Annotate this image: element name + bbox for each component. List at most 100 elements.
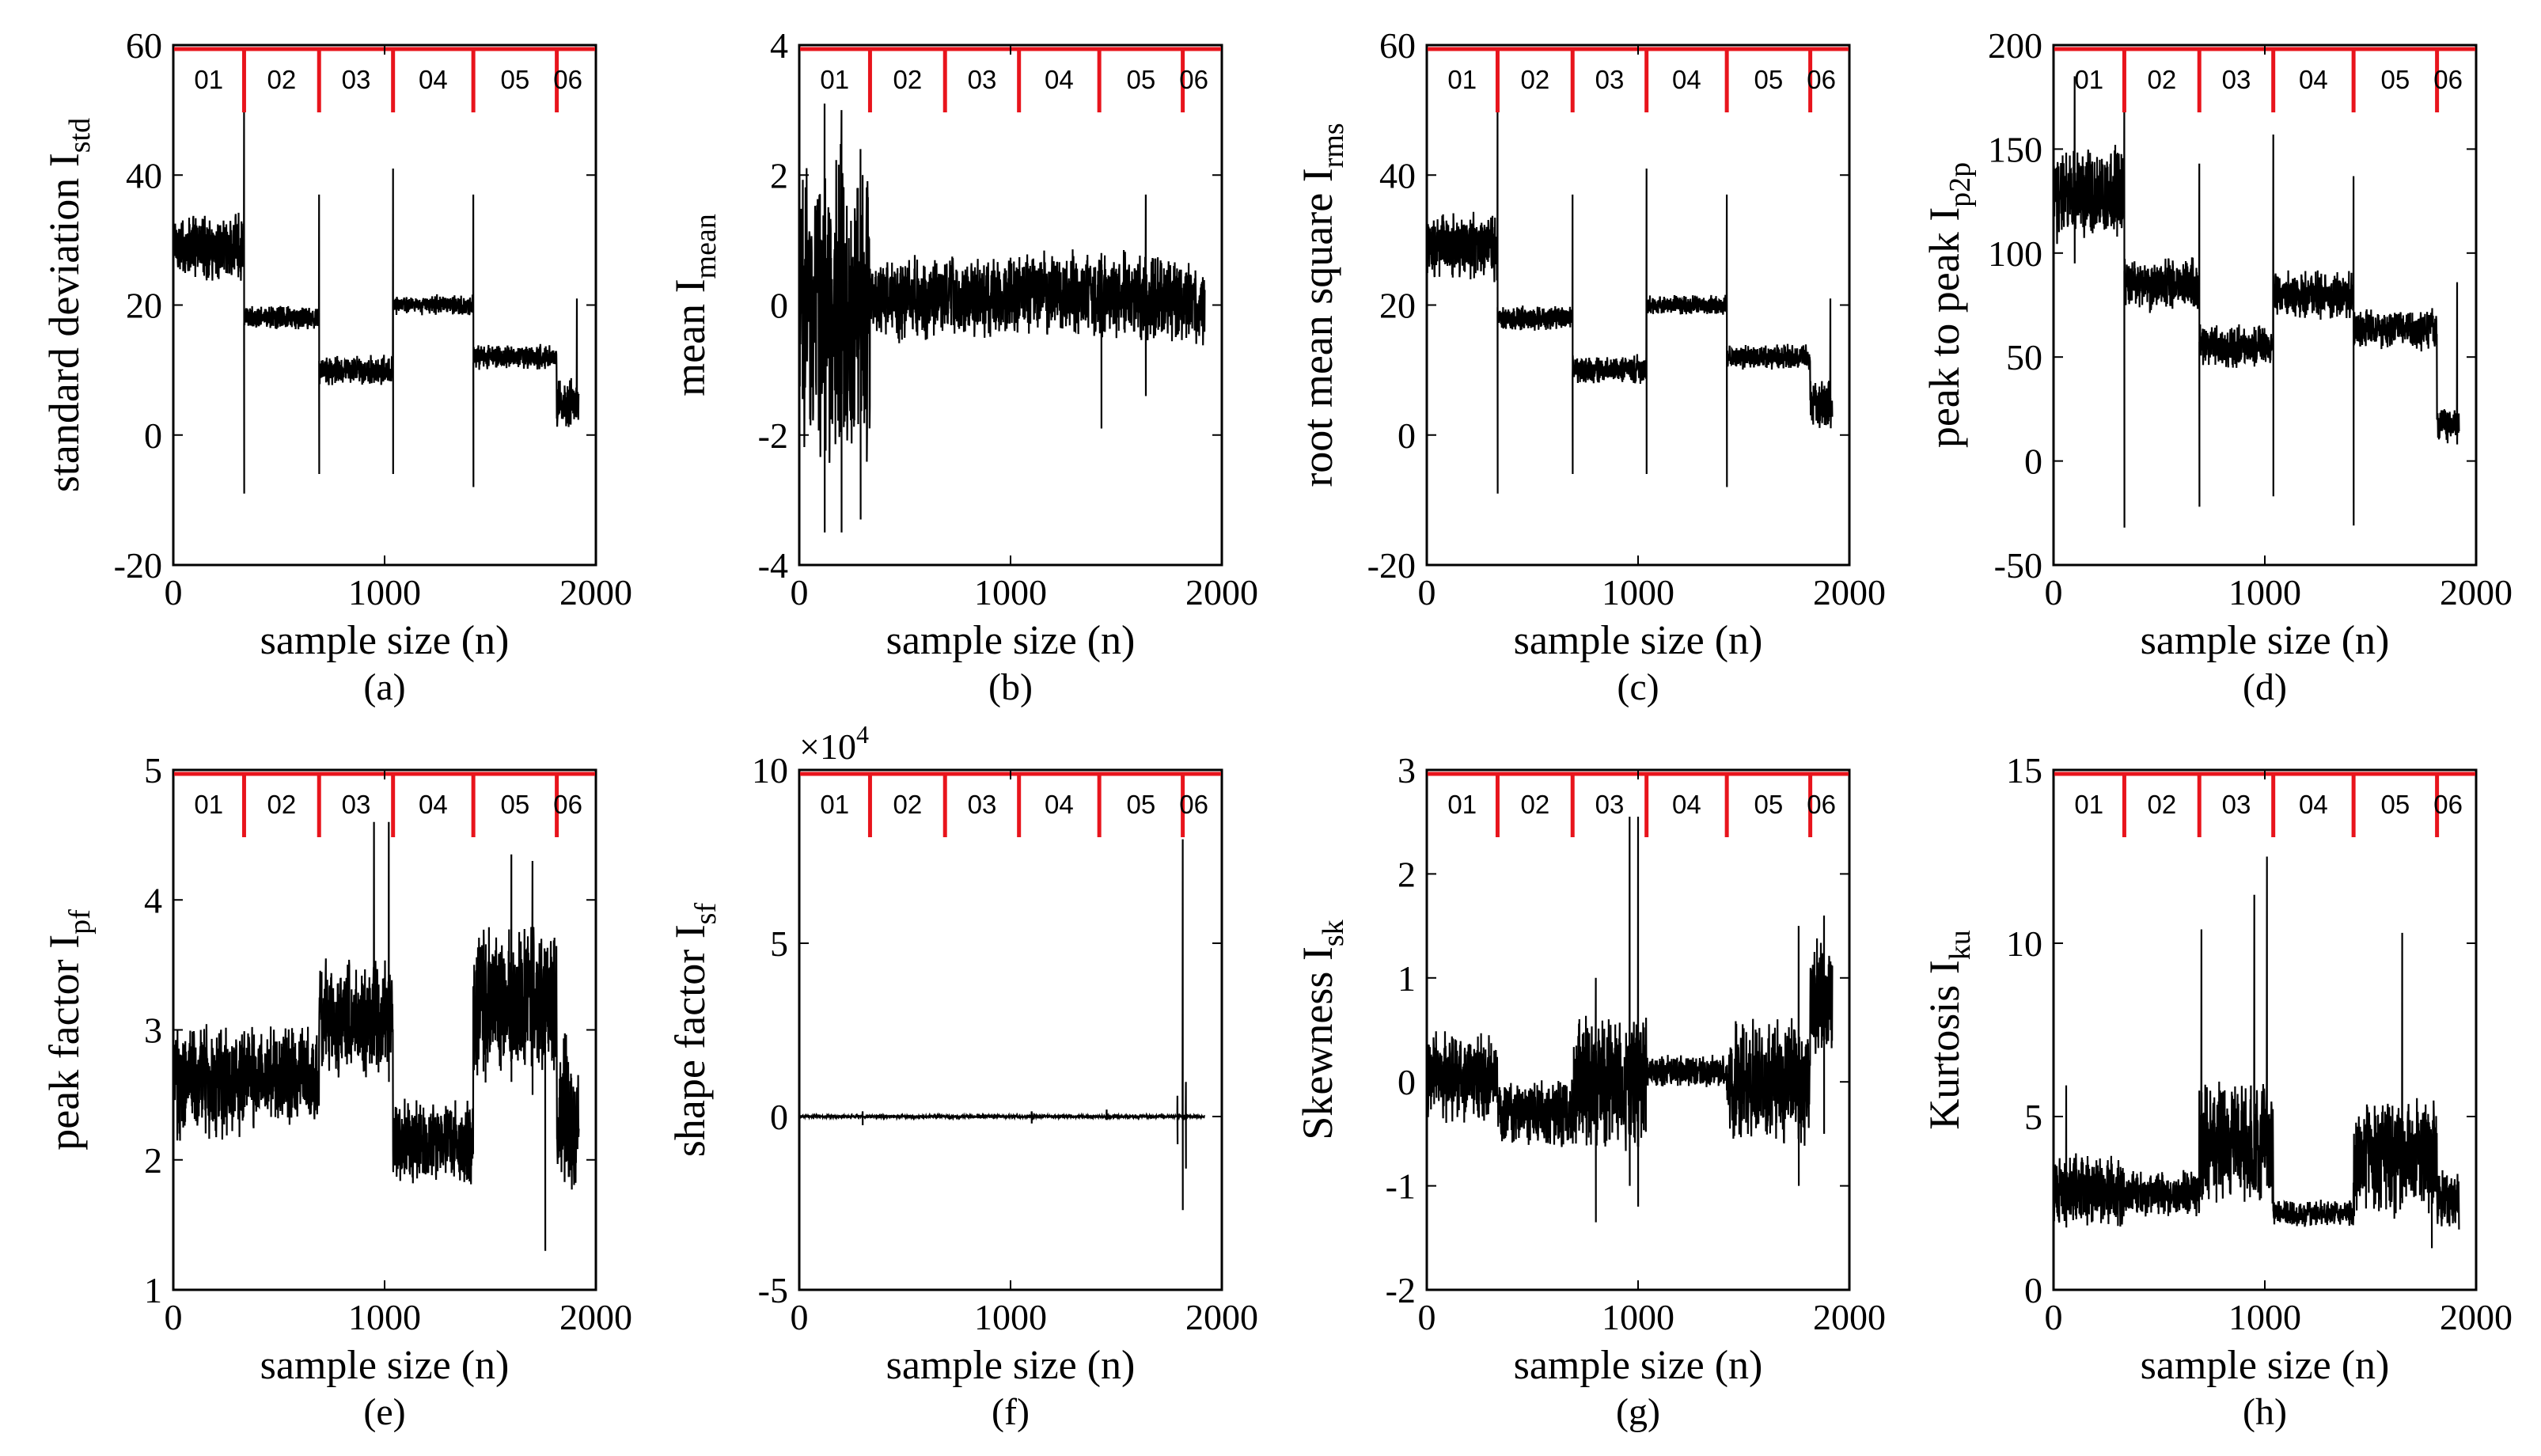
segment-label: 03 [968, 790, 997, 819]
signal-line [172, 821, 580, 1251]
x-tick-label: 1000 [348, 1297, 421, 1337]
axes-box [2052, 44, 2478, 567]
y-tick-label: -1 [1386, 1166, 1416, 1207]
x-tick-label: 2000 [1813, 1297, 1886, 1337]
panel-e: 01 02 03 04 05 06 0 1000 2000 1 2 3 4 5 sample size (n… [40, 750, 632, 1433]
signal-line [1425, 110, 1834, 494]
y-tick-label: 20 [126, 286, 162, 326]
segment-label: 02 [1520, 790, 1549, 819]
y-tick-label: 2 [770, 155, 788, 195]
y-tick-label: -20 [1367, 545, 1416, 586]
x-tick-label: 0 [165, 572, 183, 612]
y-tick-label: 20 [1379, 286, 1416, 326]
x-tick-label: 1000 [1602, 1297, 1674, 1337]
y-tick-label: 150 [1988, 129, 2042, 169]
y-tick-label: 10 [752, 750, 788, 791]
x-tick-label: 0 [791, 1297, 809, 1337]
y-tick-label: 3 [144, 1010, 162, 1051]
segment-label: 05 [1127, 65, 1156, 94]
y-multiplier: ×104 [799, 720, 869, 767]
y-tick-label: -5 [758, 1270, 788, 1310]
x-tick-label: 1000 [2228, 1297, 2301, 1337]
segment-label: 04 [419, 790, 448, 819]
y-tick-label: 0 [2024, 442, 2042, 482]
segment-label: 06 [553, 65, 582, 94]
x-axis-label: sample size (n) [1514, 618, 1763, 663]
segment-label: 05 [1754, 790, 1784, 819]
x-tick-label: 0 [2045, 1297, 2063, 1337]
y-tick-label: -2 [1386, 1270, 1416, 1310]
y-axis-label: root mean square Irms [1294, 123, 1350, 487]
y-tick-label: 40 [1379, 155, 1416, 195]
segment-label: 06 [2433, 65, 2463, 94]
y-tick-label: 40 [126, 155, 162, 195]
y-tick-label: 2 [144, 1140, 162, 1181]
segment-label: 06 [553, 790, 582, 819]
x-axis-label: sample size (n) [260, 618, 510, 663]
x-tick-label: 2000 [1185, 1297, 1258, 1337]
y-tick-label: -20 [114, 545, 162, 586]
axes-box [798, 768, 1223, 1291]
y-tick-label: 5 [770, 923, 788, 964]
y-tick-label: 1 [144, 1270, 162, 1310]
segment-label: 03 [1595, 790, 1625, 819]
segment-label: 04 [419, 65, 448, 94]
segment-label: 05 [1127, 790, 1156, 819]
x-axis-label: sample size (n) [886, 1343, 1136, 1388]
segment-label: 06 [2433, 790, 2463, 819]
y-axis-label: Skewness Isk [1294, 919, 1350, 1139]
axes-box [1425, 44, 1851, 567]
y-tick-label: 4 [770, 25, 788, 66]
segment-label: 02 [893, 65, 922, 94]
segment-label: 01 [820, 65, 849, 94]
segment-label: 06 [1807, 790, 1836, 819]
panel-caption: (a) [363, 666, 405, 708]
panel-d: 01 02 03 04 05 060 1000 2000-50050100150200samp… [1921, 25, 2513, 708]
x-tick-label: 2000 [559, 1297, 632, 1337]
y-tick-label: 0 [770, 1097, 788, 1137]
segment-label: 01 [1447, 790, 1477, 819]
segment-label: 03 [342, 65, 371, 94]
y-tick-label: 60 [1379, 25, 1416, 66]
segment-label: 05 [2381, 790, 2410, 819]
segment-label: 01 [820, 790, 849, 819]
segment-label: 04 [1672, 790, 1701, 819]
x-tick-label: 0 [1418, 1297, 1436, 1337]
y-tick-label: 1 [1398, 958, 1416, 999]
y-axis-label: mean Imean [666, 214, 722, 396]
y-tick-label: 200 [1988, 25, 2042, 66]
segment-label: 04 [2299, 790, 2328, 819]
segment-label: 01 [194, 790, 223, 819]
segment-label: 02 [893, 790, 922, 819]
x-tick-label: 2000 [2440, 572, 2513, 612]
segment-label: 02 [267, 790, 296, 819]
panel-caption: (d) [2243, 666, 2287, 708]
y-tick-label: 5 [144, 750, 162, 791]
segment-label: 02 [267, 65, 296, 94]
y-tick-label: -50 [1994, 545, 2042, 586]
segment-label: 02 [1520, 65, 1549, 94]
y-axis-label: peak to peak Ip2p [1921, 162, 1977, 448]
segment-label: 06 [1807, 65, 1836, 94]
y-tick-label: 100 [1988, 233, 2042, 274]
x-tick-label: 2000 [1185, 572, 1258, 612]
x-axis-label: sample size (n) [2141, 1343, 2390, 1388]
y-tick-label: 3 [1398, 750, 1416, 791]
panel-caption: (b) [988, 666, 1033, 708]
y-tick-label: 0 [1398, 415, 1416, 456]
y-tick-label: 0 [2024, 1270, 2042, 1310]
segment-label: 04 [1045, 790, 1074, 819]
x-tick-label: 2000 [2440, 1297, 2513, 1337]
x-tick-label: 1000 [2228, 572, 2301, 612]
segment-label: 04 [2299, 65, 2328, 94]
y-axis-label: standard deviation Istd [40, 118, 97, 492]
segment-label: 02 [2147, 790, 2176, 819]
signal-line [2052, 76, 2460, 528]
x-tick-label: 0 [2045, 572, 2063, 612]
x-axis-label: sample size (n) [260, 1343, 510, 1388]
segment-label: 05 [2381, 65, 2410, 94]
y-tick-label: -4 [758, 545, 788, 586]
